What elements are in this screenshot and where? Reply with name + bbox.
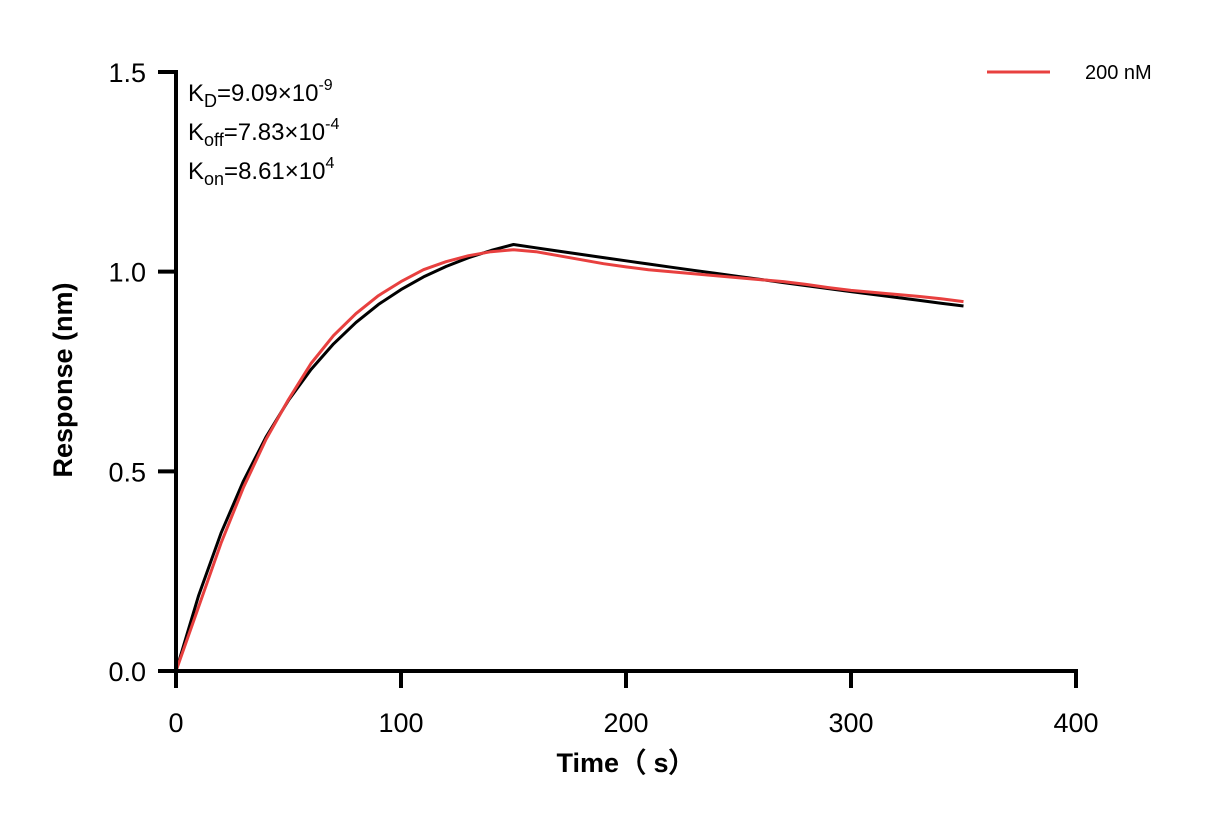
x-tick-label: 200 <box>603 708 648 738</box>
y-tick-label: 1.0 <box>108 258 146 288</box>
y-tick-label: 1.5 <box>108 58 146 88</box>
y-tick-label: 0.5 <box>108 457 146 487</box>
x-tick-label: 400 <box>1053 708 1098 738</box>
y-tick-label: 0.0 <box>108 657 146 687</box>
legend-label: 200 nM <box>1085 62 1152 84</box>
legend: 200 nM <box>987 62 1152 84</box>
series-layer <box>174 243 964 672</box>
kinetic-annotation: KD=9.09×10-9 <box>188 77 333 111</box>
x-axis-title: Time（ s） <box>556 748 695 778</box>
x-tick-label: 100 <box>378 708 423 738</box>
annotations: KD=9.09×10-9 Koff=7.83×10-4 Kon=8.61×104 <box>188 77 339 189</box>
kinetic-annotation: Koff=7.83×10-4 <box>188 116 339 150</box>
x-tick-label: 0 <box>168 708 183 738</box>
kinetic-annotation: Kon=8.61×104 <box>188 155 334 189</box>
series-line-200nM <box>174 248 964 672</box>
y-axis-title: Response (nm) <box>48 282 78 477</box>
x-tick-label: 300 <box>828 708 873 738</box>
fit-line <box>174 243 964 672</box>
ticks: 0 100 200 300 400 0.0 0.5 1.0 1.5 <box>108 58 1098 738</box>
